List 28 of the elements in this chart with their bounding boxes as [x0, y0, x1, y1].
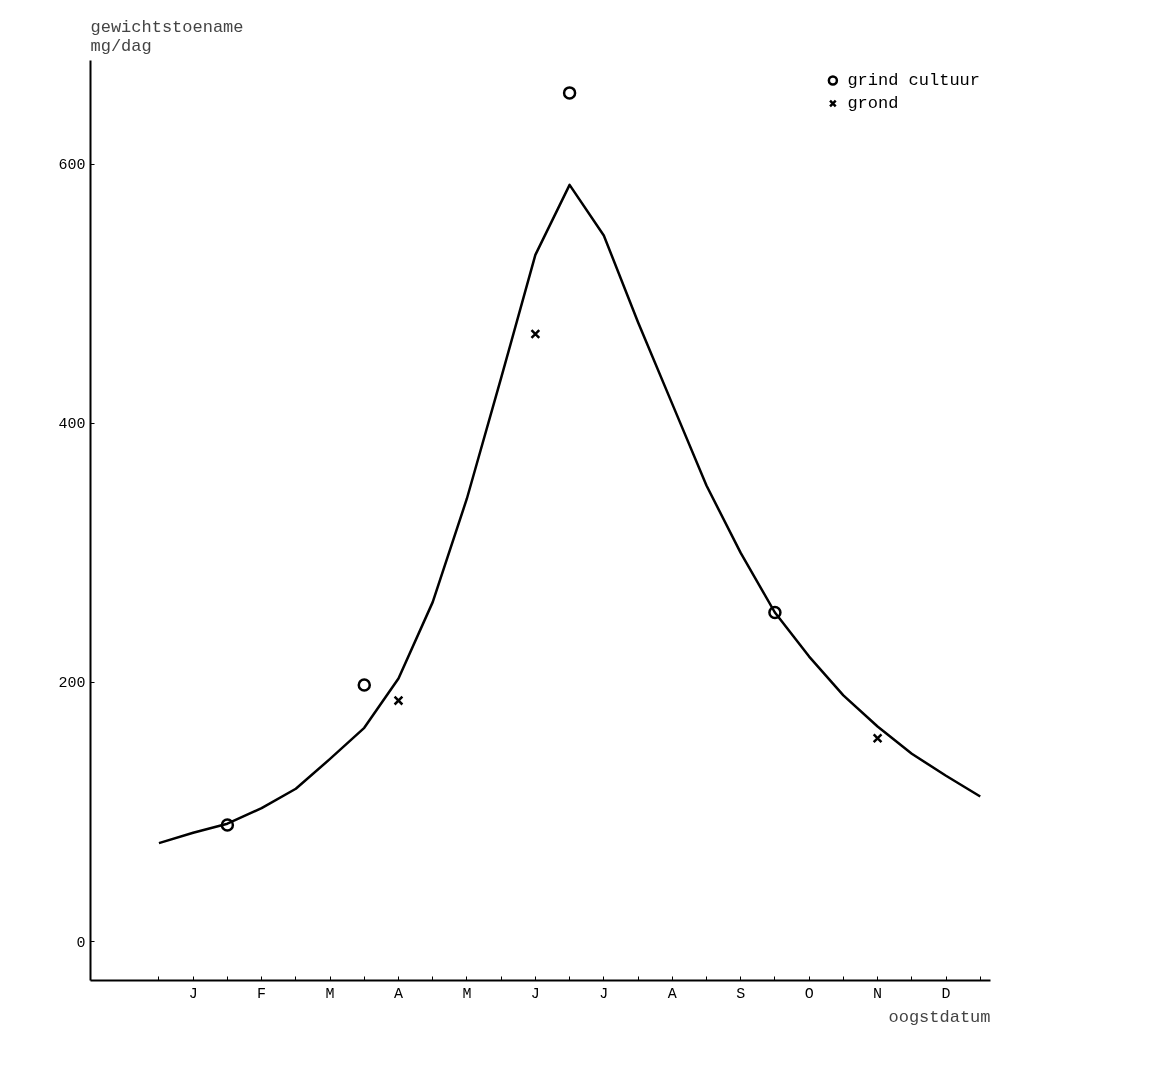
x-tick-label: A: [393, 985, 403, 1003]
point: [393, 695, 404, 706]
y-axis-title: gewichtstoename mg/dag: [90, 17, 244, 56]
point: [768, 605, 782, 620]
x-tick-label: N: [873, 985, 883, 1003]
x-axis-title: oogstdatum: [888, 1007, 991, 1027]
x-tick-label: J: [530, 985, 540, 1003]
point: [530, 328, 541, 340]
x-tick-label: J: [188, 985, 198, 1003]
x-tick-label: M: [325, 985, 335, 1003]
x-tick-label: F: [257, 985, 267, 1003]
legend-label: grind cultuur: [847, 70, 980, 90]
y-tick-label: 0: [76, 934, 86, 952]
point: [220, 818, 235, 832]
x-tick-label: S: [736, 985, 746, 1003]
x-tick-label: A: [667, 985, 677, 1003]
y-tick-label: 400: [58, 416, 86, 434]
legend-label: grond: [847, 93, 899, 113]
x-tick-label: D: [941, 985, 951, 1003]
x-tick-label: O: [804, 985, 814, 1003]
point: [357, 678, 372, 692]
line-series: [157, 183, 982, 845]
point: [562, 86, 577, 100]
x-tick-label: J: [599, 985, 609, 1003]
y-tick-label: 200: [58, 675, 86, 693]
point: [872, 733, 883, 744]
y-tick-label: 600: [58, 157, 86, 175]
x-tick-label: M: [462, 985, 472, 1003]
